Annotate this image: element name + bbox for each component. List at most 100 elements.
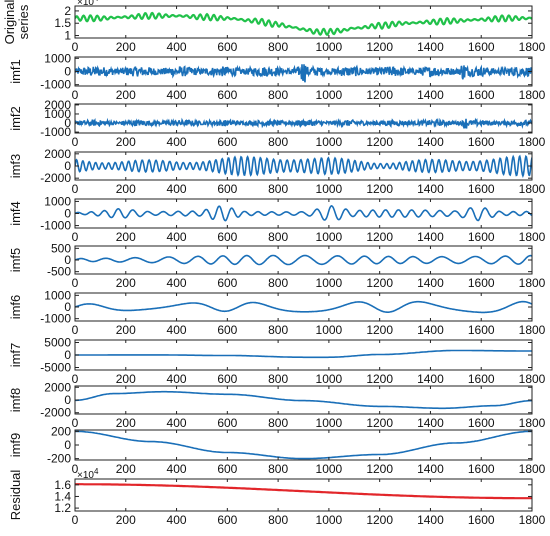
panel-imf2-ytick-label: -1000 (40, 125, 71, 139)
panel-imf7-ytick-label: -5000 (40, 361, 71, 375)
panel-imf4-xtick-label: 600 (217, 230, 237, 244)
panel-imf1-line (75, 64, 532, 83)
panel-imf2-xtick-label: 1800 (519, 135, 546, 149)
panel-imf7-xtick-label: 1400 (417, 372, 444, 386)
panel-imf1-ylabel: imf1 (8, 59, 23, 84)
panel-imf3-xtick-label: 800 (268, 182, 288, 196)
panel-original-series-exponent-label: ×104 (77, 0, 99, 8)
panel-imf8-xtick-label: 1000 (316, 416, 343, 430)
panel-imf3-ylabel: imf3 (8, 154, 23, 179)
panel-imf8-xtick-label: 600 (217, 416, 237, 430)
panel-imf1-ytick-label: 1000 (44, 51, 71, 65)
panel-imf4-xtick-label: 800 (268, 230, 288, 244)
panel-residual-frame (74, 478, 533, 512)
panel-residual-xtick-label: 200 (116, 513, 136, 527)
panel-residual-ytick-label: 1.4 (54, 489, 71, 503)
panel-imf3-xtick-label: 0 (72, 182, 79, 196)
panel-imf6-xtick-label: 400 (167, 323, 187, 337)
panel-imf5-ytick-label: 0 (64, 253, 71, 267)
panel-imf8-ytick-label: 2000 (44, 380, 71, 394)
panel-imf5-xtick-label: 600 (217, 276, 237, 290)
panel-imf6-ytick-label: -1000 (40, 312, 71, 326)
panel-imf9-xtick-label: 1800 (519, 462, 546, 476)
panel-imf1-xtick-label: 1800 (519, 88, 546, 102)
panel-residual-ytick-label: 1.6 (54, 478, 71, 492)
panel-imf6-line (75, 300, 532, 314)
panel-residual-xtick-label: 1400 (417, 513, 444, 527)
panel-imf7-xtick-label: 1800 (519, 372, 546, 386)
panel-imf1-xtick-label: 200 (116, 88, 136, 102)
panel-imf2-frame (74, 103, 533, 134)
panel-imf6-xtick-label: 1400 (417, 323, 444, 337)
panel-imf4-xtick-label: 1000 (316, 230, 343, 244)
panel-residual-ylabel: Residual (8, 470, 23, 521)
panel-imf1-xtick-label: 1000 (316, 88, 343, 102)
panel-imf3-xtick-label: 1400 (417, 182, 444, 196)
panel-imf2-xtick-label: 200 (116, 135, 136, 149)
panel-imf8-xtick-label: 1400 (417, 416, 444, 430)
panel-imf8-xtick-label: 1800 (519, 416, 546, 430)
panel-imf3-xtick-label: 200 (116, 182, 136, 196)
panel-imf9-xtick-label: 1200 (366, 462, 393, 476)
panel-imf4-line (75, 205, 532, 222)
panel-imf5-xtick-label: 0 (72, 276, 79, 290)
panel-imf6-xtick-label: 1800 (519, 323, 546, 337)
panel-original-series-xtick-label: 600 (217, 40, 237, 54)
panel-imf4-xtick-label: 1800 (519, 230, 546, 244)
panel-imf7-line (75, 349, 532, 359)
panel-imf6-ytick-label: 1000 (44, 288, 71, 302)
panel-residual-exponent-label: ×104 (77, 467, 99, 481)
panel-imf1-ytick-label: -1000 (40, 78, 71, 92)
panel-imf5-ylabel: imf5 (8, 248, 23, 273)
panel-imf6-ylabel: imf6 (8, 295, 23, 320)
panel-original-series-xtick-label: 800 (268, 40, 288, 54)
panel-imf1-xtick-label: 0 (72, 88, 79, 102)
panel-imf9-xtick-label: 1000 (316, 462, 343, 476)
panel-residual-line (75, 483, 532, 500)
panel-imf1-xtick-label: 800 (268, 88, 288, 102)
panel-imf2-xtick-label: 400 (167, 135, 187, 149)
panel-imf9-xtick-label: 800 (268, 462, 288, 476)
panel-residual-xtick-label: 1200 (366, 513, 393, 527)
panel-imf8-xtick-label: 200 (116, 416, 136, 430)
panel-imf9-xtick-label: 0 (72, 462, 79, 476)
panel-residual-xtick-label: 400 (167, 513, 187, 527)
panel-imf3-xtick-label: 1200 (366, 182, 393, 196)
panel-residual-xtick-label: 1000 (316, 513, 343, 527)
panel-imf8-ytick-label: -2000 (40, 406, 71, 420)
panel-imf6-ytick-label: 0 (64, 300, 71, 314)
panel-imf8-xtick-label: 1200 (366, 416, 393, 430)
panel-imf4-xtick-label: 200 (116, 230, 136, 244)
panel-imf7-xtick-label: 1600 (468, 372, 495, 386)
panel-imf9-xtick-label: 600 (217, 462, 237, 476)
panel-imf8-xtick-label: 1600 (468, 416, 495, 430)
panel-imf7-ytick-label: 0 (64, 348, 71, 362)
panel-imf2-xtick-label: 1200 (366, 135, 393, 149)
panel-imf1-xtick-label: 1200 (366, 88, 393, 102)
panel-imf8-line (75, 390, 532, 410)
panel-imf7-ytick-label: 5000 (44, 336, 71, 350)
panel-imf2-line (75, 117, 532, 129)
panel-imf3-xtick-label: 1800 (519, 182, 546, 196)
panel-original-series-ytick-label: 1 (64, 29, 71, 43)
panel-original-series-xtick-label: 200 (116, 40, 136, 54)
panel-imf1-xtick-label: 1400 (417, 88, 444, 102)
panel-imf5-xtick-label: 1200 (366, 276, 393, 290)
panel-imf3-ytick-label: 0 (64, 159, 71, 173)
panel-residual-xtick-label: 800 (268, 513, 288, 527)
panel-imf4-ylabel: imf4 (8, 201, 23, 226)
panel-imf6-xtick-label: 1000 (316, 323, 343, 337)
panel-imf4-xtick-label: 1600 (468, 230, 495, 244)
panel-imf9-xtick-label: 1400 (417, 462, 444, 476)
panel-original-series-xtick-label: 1000 (316, 40, 343, 54)
panel-imf2-ytick-label: 1000 (44, 107, 71, 121)
panel-imf5-xtick-label: 1000 (316, 276, 343, 290)
